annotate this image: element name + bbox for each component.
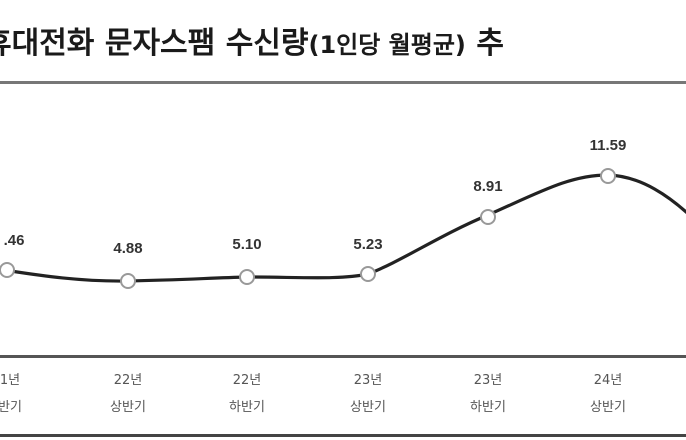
series-line — [0, 173, 686, 283]
data-label: .46 — [4, 232, 25, 249]
title-trailing: 추 — [476, 26, 504, 61]
data-label: 8.91 — [473, 178, 502, 195]
marker-point — [600, 168, 616, 184]
data-label: 4.88 — [113, 240, 142, 257]
bottom-rule — [0, 434, 686, 437]
x-axis-label: 22년 상반기 — [110, 373, 146, 415]
data-label: 5.10 — [232, 236, 261, 253]
data-label: 5.23 — [353, 236, 382, 253]
marker-point — [0, 262, 15, 278]
x-axis-rule — [0, 355, 686, 358]
marker-point — [120, 273, 136, 289]
title-main: 휴대전화 문자스팸 수신량 — [0, 26, 309, 61]
data-label: 11.59 — [590, 137, 627, 154]
marker-point — [239, 269, 255, 285]
chart-title: 휴대전화 문자스팸 수신량(1인당 월평균) 추 — [0, 18, 504, 62]
marker-point — [360, 266, 376, 282]
x-axis-label: 23년 상반기 — [350, 373, 386, 415]
title-paren: (1인당 월평균) — [308, 31, 466, 59]
x-axis-label: 22년 하반기 — [229, 373, 265, 415]
x-axis-label: 23년 하반기 — [470, 373, 506, 415]
x-axis-label: 1년 반기 — [0, 373, 22, 415]
top-rule — [0, 81, 686, 84]
x-axis-label: 24년 상반기 — [590, 373, 626, 415]
markers — [0, 168, 616, 289]
marker-point — [480, 209, 496, 225]
